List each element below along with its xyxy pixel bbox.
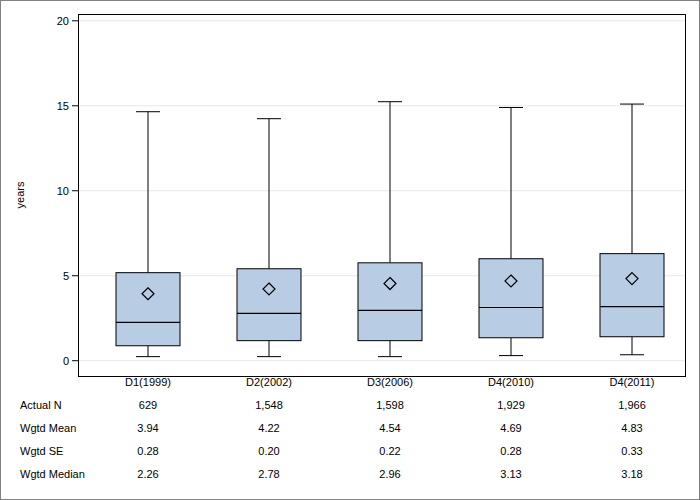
table-row-label: Actual N	[20, 399, 62, 411]
upper-whisker	[390, 102, 391, 263]
upper-whisker	[632, 104, 633, 254]
table-row-label: Wgtd Mean	[20, 422, 76, 434]
table-cell: 4.22	[258, 422, 279, 434]
upper-cap	[136, 111, 160, 112]
table-cell: 2.96	[379, 468, 400, 480]
plot-frame	[79, 15, 686, 377]
outer-border	[1, 1, 700, 500]
table-row-label: Wgtd SE	[20, 445, 63, 457]
category-label: D4(2011)	[609, 376, 654, 388]
lower-cap	[378, 356, 402, 357]
table-cell: 0.20	[258, 445, 279, 457]
upper-whisker	[148, 112, 149, 273]
tick-label: 10	[57, 185, 69, 197]
lower-whisker	[269, 341, 270, 357]
category-label: D1(1999)	[125, 376, 171, 388]
tick-mark	[72, 20, 78, 21]
box	[600, 254, 664, 337]
lower-cap	[499, 355, 523, 356]
boxes	[116, 102, 664, 357]
box	[479, 259, 543, 338]
table-cell: 1,966	[618, 399, 646, 411]
mean-marker	[384, 278, 396, 290]
upper-cap	[620, 104, 644, 105]
grid-line	[78, 190, 685, 191]
median-line	[116, 322, 180, 323]
table-cell: 629	[139, 399, 157, 411]
tick-label: 5	[63, 270, 69, 282]
table-cell: 4.83	[621, 422, 642, 434]
lower-whisker	[632, 337, 633, 355]
tick-label: 20	[57, 15, 69, 27]
box	[358, 263, 422, 341]
lower-cap	[257, 356, 281, 357]
tick-mark	[72, 275, 78, 276]
mean-marker	[142, 288, 154, 300]
tick-label: 0	[63, 355, 69, 367]
box	[116, 273, 180, 346]
category-label: D4(2010)	[488, 376, 534, 388]
lower-whisker	[511, 338, 512, 356]
median-line	[479, 307, 543, 308]
table-cell: 4.54	[379, 422, 400, 434]
upper-whisker	[269, 119, 270, 269]
category-label: D3(2006)	[367, 376, 413, 388]
upper-cap	[378, 101, 402, 102]
mean-marker	[263, 283, 275, 295]
box	[237, 269, 301, 341]
table-cell: 0.22	[379, 445, 400, 457]
table-cell: 3.94	[137, 422, 158, 434]
table-cell: 1,598	[376, 399, 404, 411]
table-cell: 0.28	[137, 445, 158, 457]
median-line	[600, 306, 664, 307]
grid-line	[78, 360, 685, 361]
grid-line	[78, 105, 685, 106]
table-cell: 1,929	[497, 399, 525, 411]
median-line	[237, 313, 301, 314]
mean-marker	[626, 273, 638, 285]
table-cell: 3.18	[621, 468, 642, 480]
upper-cap	[257, 118, 281, 119]
lower-cap	[136, 356, 160, 357]
table-cell: 0.33	[621, 445, 642, 457]
table-cell: 2.78	[258, 468, 279, 480]
tick-label: 15	[57, 100, 69, 112]
tick-mark	[72, 105, 78, 106]
upper-cap	[499, 107, 523, 108]
table-cell: 1,548	[255, 399, 283, 411]
median-line	[358, 310, 422, 311]
table-cell: 0.28	[500, 445, 521, 457]
grid-line	[78, 20, 685, 21]
table-cell: 3.13	[500, 468, 521, 480]
tick-mark	[72, 360, 78, 361]
axis-label: years	[14, 181, 26, 208]
lower-cap	[620, 354, 644, 355]
table-cell: 2.26	[137, 468, 158, 480]
table-row-label: Wgtd Median	[20, 468, 85, 480]
upper-whisker	[511, 107, 512, 258]
chart: 0 5 10 15 20 years D1(1999) D2(2002) D3(2006) D4(…	[0, 0, 700, 500]
tick-mark	[72, 190, 78, 191]
category-label: D2(2002)	[246, 376, 292, 388]
lower-whisker	[148, 346, 149, 357]
table-cell: 4.69	[500, 422, 521, 434]
lower-whisker	[390, 341, 391, 357]
mean-marker	[505, 275, 517, 287]
